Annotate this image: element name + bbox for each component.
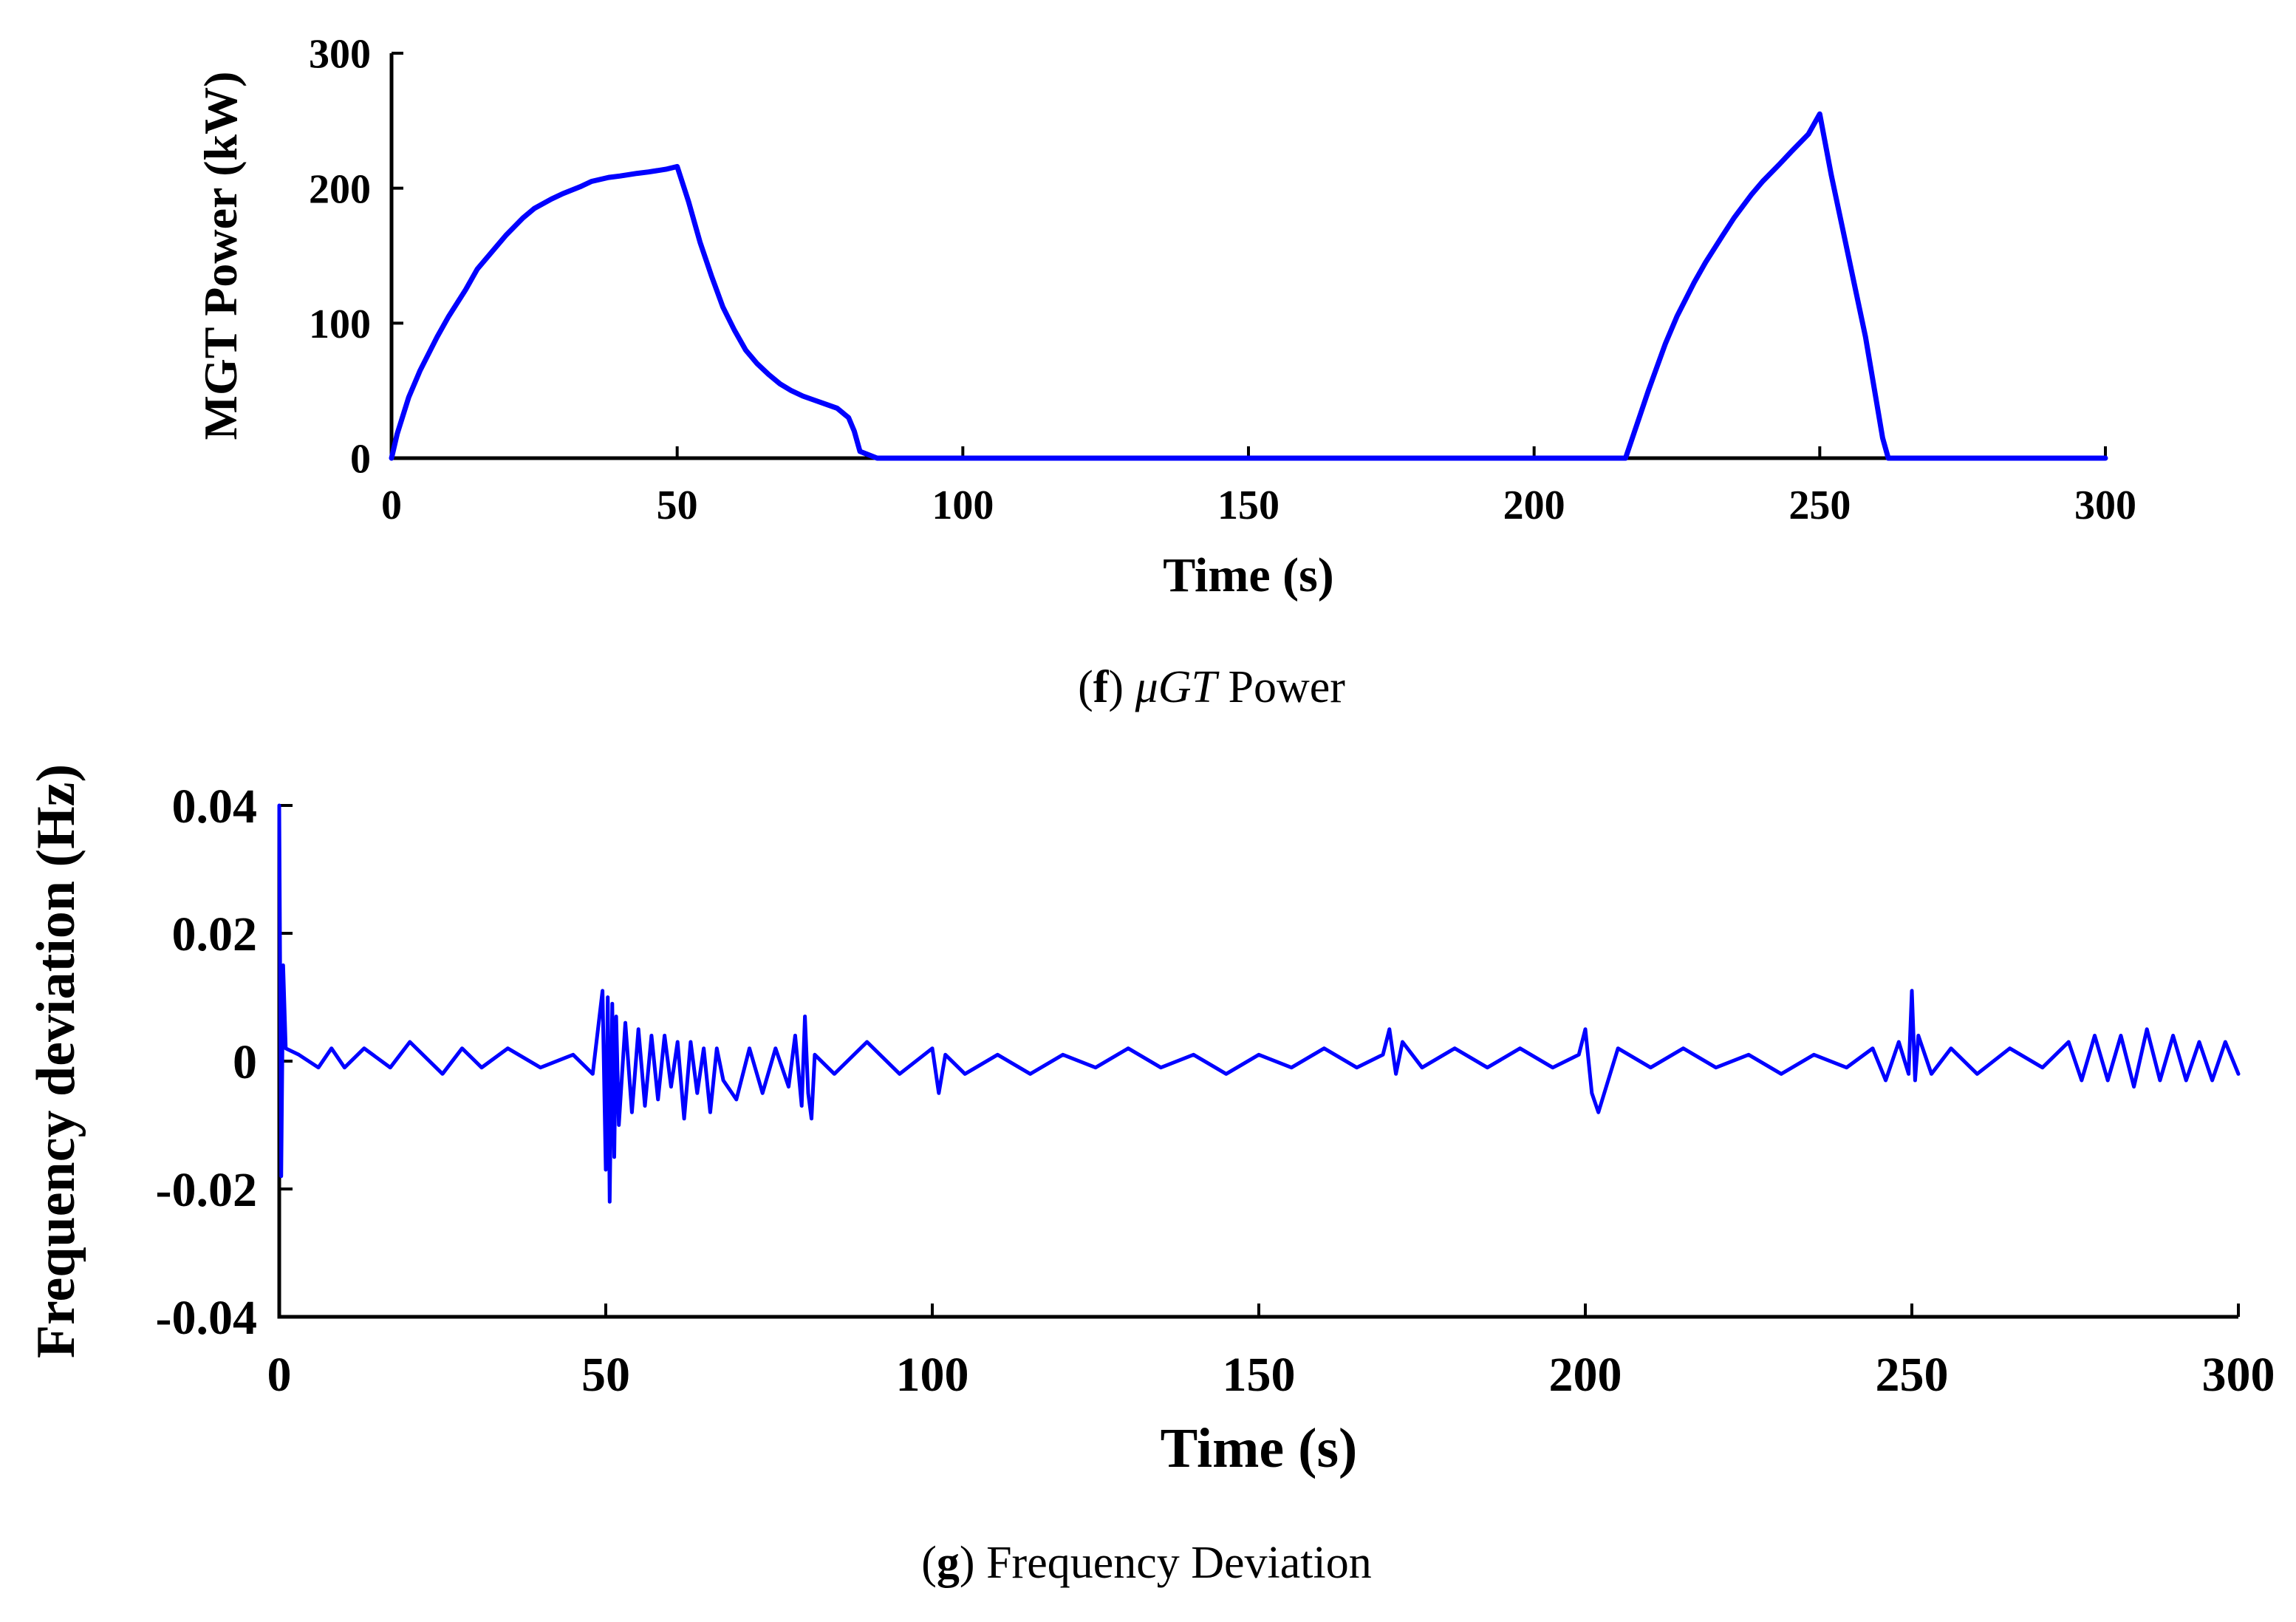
x-tick-label: 200: [1503, 483, 1565, 528]
axis-lines: [277, 805, 2238, 1319]
y-axis-title: Frequency deviation (Hz): [26, 764, 86, 1358]
caption-symbol: μGT: [1135, 662, 1220, 712]
y-tick-label: -0.02: [156, 1163, 257, 1217]
y-axis-title: MGT Power (kW): [194, 72, 247, 440]
series-line-mgt-power: [389, 111, 2108, 461]
x-tick-label: 300: [2202, 1348, 2275, 1402]
x-tick-label: 300: [2074, 483, 2136, 528]
y-tick-label: 0.02: [172, 907, 258, 961]
y-tick-label: 200: [309, 166, 371, 212]
series-line-frequency-deviation: [277, 803, 2241, 1204]
caption-text: Frequency Deviation: [986, 1538, 1372, 1588]
x-tick-label: 100: [896, 1348, 969, 1402]
x-tick-label: 0: [267, 1348, 292, 1402]
y-tick-group: 0 100 200 300: [309, 32, 403, 483]
y-tick-label: -0.04: [156, 1291, 257, 1345]
caption-text: Power: [1228, 662, 1345, 712]
panel-label: f: [1093, 662, 1110, 712]
y-tick-label: 300: [309, 32, 371, 78]
x-tick-label: 100: [932, 483, 994, 528]
x-tick-label: 150: [1217, 483, 1279, 528]
x-tick-label: 200: [1549, 1348, 1622, 1402]
x-tick-group: 0 50 100 150 200 250 300: [381, 446, 2136, 528]
caption-f: (f) μGT Power: [1078, 662, 1345, 712]
y-tick-label: 0: [233, 1035, 257, 1089]
x-tick-label: 50: [581, 1348, 630, 1402]
panel-label: g: [937, 1538, 960, 1588]
caption-g: (g) Frequency Deviation: [921, 1538, 1371, 1588]
x-tick-label: 150: [1223, 1348, 1296, 1402]
x-tick-group: 0 50 100 150 200 250 300: [267, 1304, 2275, 1402]
y-tick-label: 0.04: [172, 780, 258, 834]
y-tick-group: -0.04 -0.02 0 0.02 0.04: [156, 780, 293, 1345]
x-axis-title: Time (s): [1163, 548, 1334, 602]
x-axis-title: Time (s): [1161, 1417, 1358, 1479]
y-tick-label: 0: [350, 437, 371, 483]
y-tick-label: 100: [309, 301, 371, 347]
x-tick-label: 250: [1788, 483, 1851, 528]
x-tick-label: 0: [381, 483, 402, 528]
x-tick-label: 50: [657, 483, 698, 528]
chart-frequency-deviation: 0 50 100 150 200 250 300 -0.04 -0.02 0 0.02 0.04 T…: [26, 764, 2275, 1588]
chart-mgt-power: 0 50 100 150 200 250 300 0 100 200 300 Time (s) M…: [194, 32, 2136, 712]
x-tick-label: 250: [1876, 1348, 1949, 1402]
